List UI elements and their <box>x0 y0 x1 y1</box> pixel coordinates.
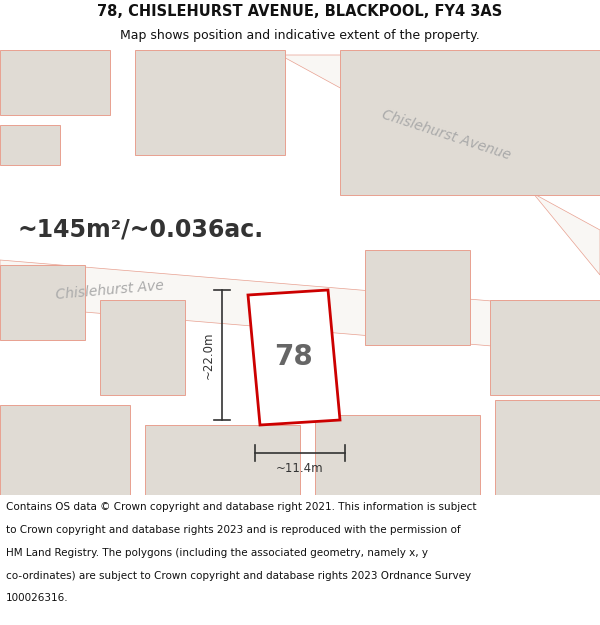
Text: to Crown copyright and database rights 2023 and is reproduced with the permissio: to Crown copyright and database rights 2… <box>6 525 461 535</box>
Polygon shape <box>0 405 130 495</box>
Text: 78, CHISLEHURST AVENUE, BLACKPOOL, FY4 3AS: 78, CHISLEHURST AVENUE, BLACKPOOL, FY4 3… <box>97 4 503 19</box>
Text: 100026316.: 100026316. <box>6 593 68 603</box>
Text: Chislehurst Avenue: Chislehurst Avenue <box>380 107 512 162</box>
Polygon shape <box>280 55 600 275</box>
Polygon shape <box>490 300 600 395</box>
Polygon shape <box>100 300 185 395</box>
Text: co-ordinates) are subject to Crown copyright and database rights 2023 Ordnance S: co-ordinates) are subject to Crown copyr… <box>6 571 471 581</box>
Polygon shape <box>0 265 85 340</box>
Text: ~11.4m: ~11.4m <box>276 462 324 476</box>
Polygon shape <box>135 50 285 155</box>
Polygon shape <box>365 250 470 345</box>
Polygon shape <box>145 425 300 495</box>
Polygon shape <box>340 50 600 195</box>
Polygon shape <box>248 290 340 425</box>
Text: ~145m²/~0.036ac.: ~145m²/~0.036ac. <box>18 218 264 242</box>
Text: 78: 78 <box>275 344 313 371</box>
Text: Contains OS data © Crown copyright and database right 2021. This information is : Contains OS data © Crown copyright and d… <box>6 502 476 512</box>
Text: Chislehurst Ave: Chislehurst Ave <box>55 278 164 302</box>
Text: ~22.0m: ~22.0m <box>202 331 215 379</box>
Polygon shape <box>495 400 600 495</box>
Polygon shape <box>0 125 60 165</box>
Polygon shape <box>0 50 110 115</box>
Polygon shape <box>0 260 600 355</box>
Text: HM Land Registry. The polygons (including the associated geometry, namely x, y: HM Land Registry. The polygons (includin… <box>6 548 428 558</box>
Text: Map shows position and indicative extent of the property.: Map shows position and indicative extent… <box>120 29 480 42</box>
Polygon shape <box>315 415 480 495</box>
